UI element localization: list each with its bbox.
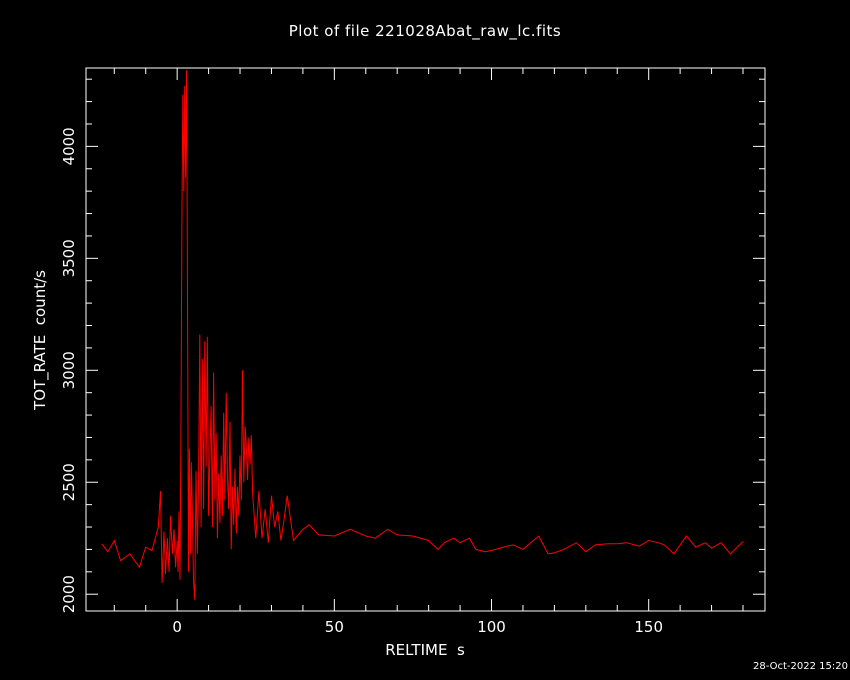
x-tick-label: 150 (634, 618, 663, 636)
axis-tick-labels: 0 50 100 150 2000 2500 3000 3500 4000 (60, 127, 663, 636)
y-tick-label: 3500 (60, 239, 78, 277)
y-axis-label: TOT_RATE count/s (31, 270, 49, 410)
x-tick-label: 100 (477, 618, 506, 636)
x-axis-label: RELTIME s (385, 641, 465, 659)
x-tick-label: 50 (325, 618, 344, 636)
y-tick-label: 4000 (60, 127, 78, 165)
y-tick-label: 2500 (60, 463, 78, 501)
series-line-tot-rate (101, 70, 744, 600)
x-tick-label: 0 (172, 618, 182, 636)
axis-ticks (86, 68, 765, 611)
plot-frame (85, 67, 766, 612)
y-tick-label: 3000 (60, 351, 78, 389)
chart-title: Plot of file 221028Abat_raw_lc.fits (288, 22, 562, 40)
timestamp: 28-Oct-2022 15:20 (753, 661, 848, 672)
y-tick-label: 2000 (60, 575, 78, 613)
